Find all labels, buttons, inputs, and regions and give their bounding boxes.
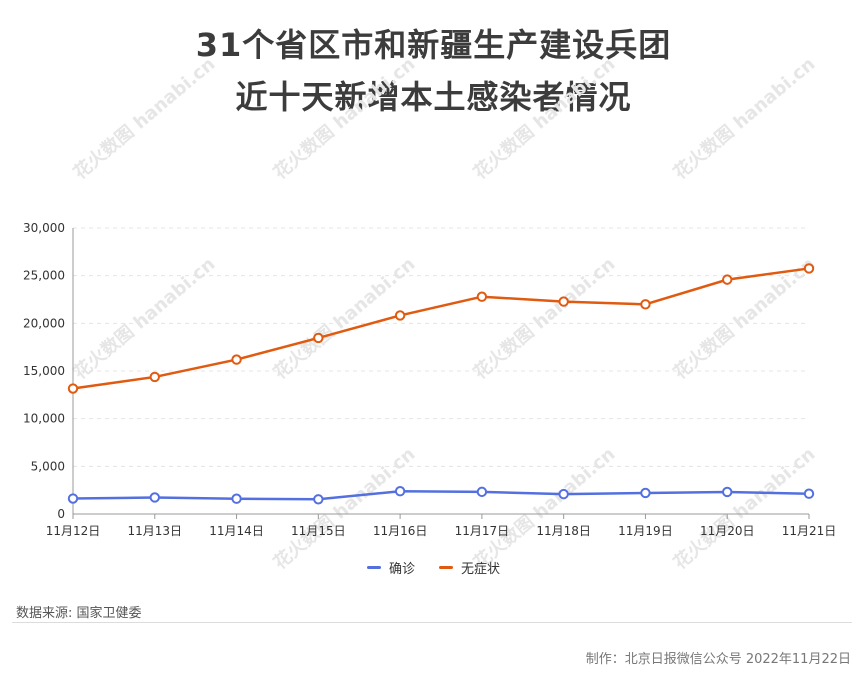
data-point[interactable] xyxy=(558,488,569,500)
watermark-text: 花火数图 hanabi.cn xyxy=(669,443,819,574)
watermark-text: 花火数图 hanabi.cn xyxy=(669,253,819,384)
watermark-text: 花火数图 hanabi.cn xyxy=(69,253,219,384)
watermark-text: 花火数图 hanabi.cn xyxy=(669,53,819,184)
legend: 确诊 无症状 xyxy=(0,558,867,577)
x-tick-label: 11月12日 xyxy=(46,524,101,538)
series-line-1 xyxy=(72,267,810,390)
watermarks: 花火数图 hanabi.cn 花火数图 hanabi.cn 花火数图 hanabi.… xyxy=(69,53,819,574)
data-point[interactable] xyxy=(803,263,815,274)
data-point[interactable] xyxy=(640,299,651,310)
data-point[interactable] xyxy=(394,486,406,497)
x-tick-label: 11月18日 xyxy=(536,524,591,538)
data-point[interactable] xyxy=(67,493,79,504)
x-tick-label: 11月17日 xyxy=(455,524,510,538)
y-tick-label: 30,000 xyxy=(23,221,65,235)
series-line-0 xyxy=(72,489,810,501)
legend-label: 确诊 xyxy=(388,562,415,577)
data-point[interactable] xyxy=(231,493,242,504)
credit-text: 制作：北京日报微信公众号 2022年11月22日 xyxy=(585,652,851,667)
watermark-text: 花火数图 hanabi.cn xyxy=(269,53,419,184)
data-point[interactable] xyxy=(640,487,651,499)
watermark-text: 花火数图 hanabi.cn xyxy=(469,443,619,574)
x-tick-label: 11月15日 xyxy=(291,524,346,538)
watermark-text: 花火数图 hanabi.cn xyxy=(269,443,419,574)
chart-title-line1: 31个省区市和新疆生产建设兵团 xyxy=(195,26,672,64)
y-tick-label: 20,000 xyxy=(23,316,65,330)
y-tick-label: 10,000 xyxy=(23,412,65,426)
data-point[interactable] xyxy=(476,486,488,498)
legend-item[interactable]: 确诊 xyxy=(366,558,415,577)
divider xyxy=(12,622,852,623)
legend-swatch xyxy=(366,566,381,569)
data-point[interactable] xyxy=(722,486,733,498)
watermark-text: 花火数图 hanabi.cn xyxy=(469,253,619,384)
x-tick-label: 11月20日 xyxy=(700,524,755,538)
axes: 0 5,000 10,000 15,000 20,000 25,000 30,000 11月1… xyxy=(23,221,836,538)
x-tick-label: 11月16日 xyxy=(373,524,428,538)
legend-swatch xyxy=(439,566,453,569)
y-tick-label: 0 xyxy=(57,507,65,521)
x-tick-label: 11月13日 xyxy=(128,524,183,538)
x-tick-label: 11月19日 xyxy=(618,524,673,538)
legend-item[interactable]: 无症状 xyxy=(439,558,500,577)
y-tick-label: 15,000 xyxy=(23,364,65,378)
data-point[interactable] xyxy=(394,310,406,321)
data-point[interactable] xyxy=(149,492,160,503)
y-tick-label: 5,000 xyxy=(31,459,65,473)
watermark-text: 花火数图 hanabi.cn xyxy=(69,53,219,184)
series-group xyxy=(67,263,815,505)
data-point[interactable] xyxy=(476,291,488,302)
line-chart: 花火数图 hanabi.cn 花火数图 hanabi.cn 花火数图 hanabi.… xyxy=(23,53,836,574)
data-point[interactable] xyxy=(67,383,79,394)
data-point[interactable] xyxy=(149,371,160,383)
data-point[interactable] xyxy=(313,332,324,344)
chart-title-line2: 近十天新增本土感染者情况 xyxy=(235,78,632,116)
data-point[interactable] xyxy=(803,488,815,499)
data-point[interactable] xyxy=(231,354,242,365)
grid-lines xyxy=(73,227,809,467)
legend-label: 无症状 xyxy=(461,562,501,577)
y-tick-label: 25,000 xyxy=(23,269,65,283)
watermark-text: 花火数图 hanabi.cn xyxy=(469,53,619,184)
data-point[interactable] xyxy=(313,494,324,505)
x-tick-label: 11月14日 xyxy=(209,524,264,538)
data-source: 数据来源: 国家卫健委 xyxy=(16,606,142,621)
x-tick-label: 11月21日 xyxy=(782,524,837,538)
data-point[interactable] xyxy=(722,274,733,285)
data-point[interactable] xyxy=(558,296,569,307)
